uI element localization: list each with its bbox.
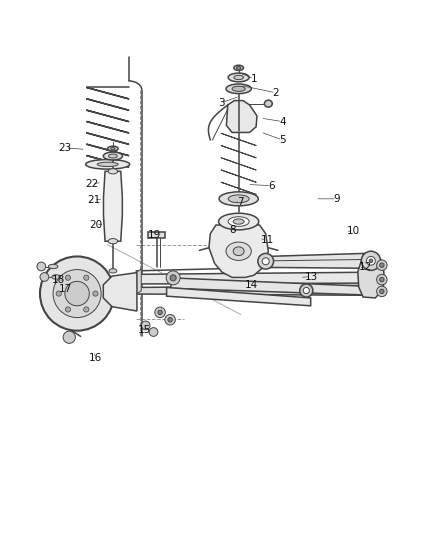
Polygon shape (136, 285, 374, 295)
Circle shape (262, 258, 269, 265)
Circle shape (300, 284, 313, 297)
Text: 21: 21 (87, 195, 100, 205)
Ellipse shape (233, 247, 244, 256)
Ellipse shape (228, 195, 249, 203)
Circle shape (56, 291, 61, 296)
Circle shape (380, 263, 384, 268)
Text: 18: 18 (52, 276, 65, 286)
Ellipse shape (109, 154, 117, 158)
Circle shape (65, 275, 71, 280)
Polygon shape (171, 278, 363, 295)
Polygon shape (136, 269, 141, 294)
Circle shape (65, 307, 71, 312)
Ellipse shape (48, 264, 58, 269)
Circle shape (380, 277, 384, 282)
Text: 15: 15 (138, 325, 152, 335)
Text: 5: 5 (279, 135, 286, 145)
Ellipse shape (226, 242, 251, 261)
Ellipse shape (86, 159, 130, 169)
Circle shape (377, 260, 387, 270)
Circle shape (84, 275, 89, 280)
Ellipse shape (226, 84, 251, 94)
Circle shape (65, 281, 89, 306)
Polygon shape (226, 101, 257, 133)
Text: 4: 4 (279, 117, 286, 126)
Polygon shape (358, 255, 384, 298)
Ellipse shape (103, 152, 123, 160)
Polygon shape (103, 171, 122, 241)
Polygon shape (148, 232, 165, 238)
Ellipse shape (111, 148, 115, 150)
Ellipse shape (265, 100, 272, 107)
Circle shape (84, 307, 89, 312)
Text: 20: 20 (89, 220, 102, 230)
Text: 11: 11 (261, 235, 274, 245)
Circle shape (63, 331, 75, 343)
Circle shape (170, 275, 176, 281)
Ellipse shape (108, 169, 118, 174)
Ellipse shape (219, 192, 258, 206)
Text: 14: 14 (245, 280, 258, 290)
Text: 13: 13 (305, 271, 318, 281)
Circle shape (165, 314, 175, 325)
Ellipse shape (108, 239, 118, 244)
Polygon shape (209, 225, 268, 277)
Text: 7: 7 (237, 197, 243, 207)
Polygon shape (103, 272, 137, 311)
Circle shape (258, 253, 274, 269)
Circle shape (380, 289, 384, 294)
Polygon shape (166, 287, 311, 306)
Circle shape (361, 251, 381, 270)
Text: 16: 16 (89, 353, 102, 363)
Circle shape (158, 310, 162, 314)
Circle shape (377, 286, 387, 297)
Circle shape (93, 291, 98, 296)
Circle shape (367, 256, 375, 265)
Ellipse shape (234, 75, 244, 79)
Text: 22: 22 (85, 179, 98, 189)
Text: 17: 17 (59, 284, 72, 294)
Text: 8: 8 (229, 225, 235, 235)
Text: 1: 1 (251, 74, 257, 84)
Polygon shape (136, 272, 374, 284)
Circle shape (166, 271, 180, 285)
Ellipse shape (228, 73, 249, 82)
Ellipse shape (108, 146, 118, 151)
Circle shape (40, 272, 49, 281)
Text: 3: 3 (218, 98, 225, 108)
Ellipse shape (52, 275, 60, 279)
Circle shape (40, 256, 114, 330)
Circle shape (37, 262, 46, 271)
Ellipse shape (97, 162, 118, 166)
Circle shape (377, 274, 387, 285)
Ellipse shape (232, 86, 245, 92)
Text: 23: 23 (59, 143, 72, 153)
Circle shape (141, 321, 150, 330)
Ellipse shape (109, 269, 117, 273)
Circle shape (155, 307, 165, 318)
Text: 2: 2 (272, 88, 279, 98)
Circle shape (149, 328, 158, 336)
Circle shape (369, 259, 373, 263)
Text: 6: 6 (268, 181, 275, 191)
Circle shape (303, 287, 309, 294)
Text: 12: 12 (359, 262, 372, 272)
Ellipse shape (219, 213, 259, 230)
Ellipse shape (234, 65, 244, 70)
Text: 9: 9 (334, 194, 340, 204)
Ellipse shape (233, 219, 244, 224)
Polygon shape (266, 253, 371, 268)
Circle shape (53, 270, 101, 318)
Ellipse shape (228, 217, 249, 227)
Circle shape (168, 318, 172, 322)
Text: 10: 10 (347, 225, 360, 236)
Ellipse shape (237, 67, 241, 69)
Text: 19: 19 (148, 230, 161, 240)
